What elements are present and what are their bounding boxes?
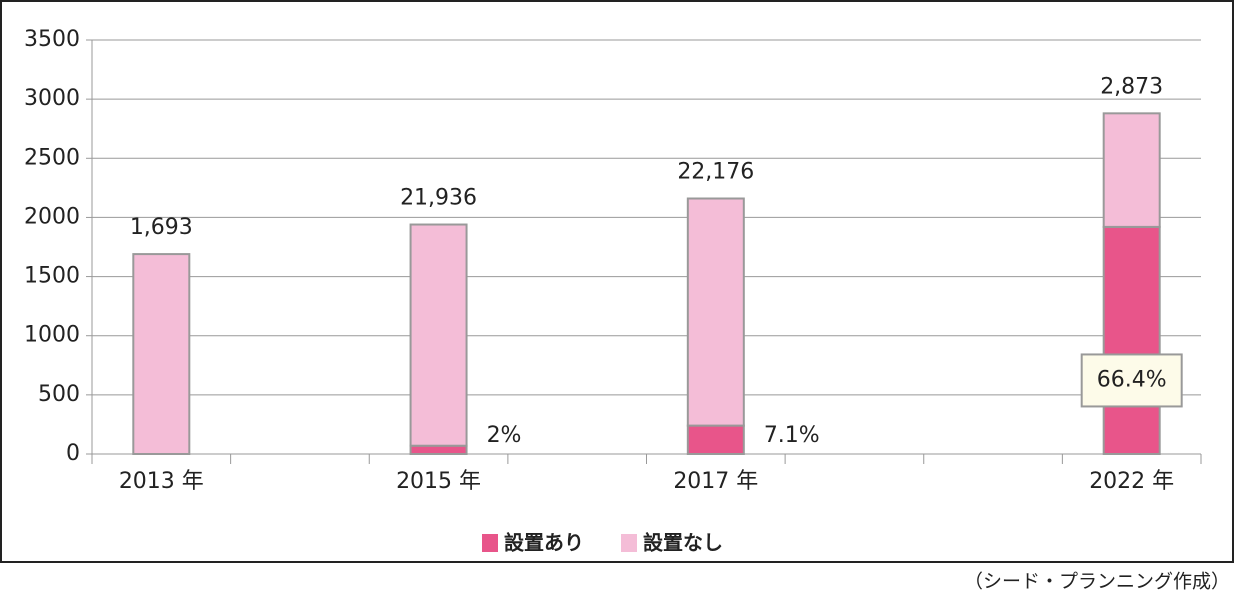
x-tick-label: 2022 年 — [1089, 469, 1174, 494]
y-tick-label: 2000 — [24, 204, 80, 229]
bar-segment — [1102, 225, 1161, 455]
bar-segment — [1102, 112, 1161, 228]
share-label-box — [1080, 353, 1183, 408]
legend-swatch — [482, 534, 498, 552]
total-label: 21,936 — [400, 186, 477, 211]
total-label: 1,693 — [130, 215, 193, 240]
total-label: 22,176 — [677, 160, 754, 185]
total-label: 2,873 — [1100, 74, 1163, 99]
x-tick-label: 2013 年 — [119, 469, 204, 494]
legend-label: 設置あり — [504, 531, 584, 555]
legend-label: 設置なし — [643, 531, 723, 555]
bar-segment — [409, 223, 468, 447]
bar-segment — [686, 197, 745, 427]
share-label: 66.4% — [1097, 367, 1167, 392]
share-label: 7.1% — [764, 423, 820, 448]
y-tick-label: 500 — [38, 382, 80, 407]
share-label: 2% — [487, 423, 522, 448]
y-tick-label: 3000 — [24, 86, 80, 111]
x-tick-label: 2015 年 — [396, 469, 481, 494]
chart-frame — [0, 0, 1234, 563]
bar-segment — [686, 424, 745, 455]
legend-swatch — [621, 534, 637, 552]
y-tick-label: 0 — [66, 441, 80, 466]
source-note: （シード・プランニング作成） — [964, 571, 1230, 593]
y-tick-label: 1000 — [24, 323, 80, 348]
y-tick-label: 2500 — [24, 145, 80, 170]
y-tick-label: 1500 — [24, 264, 80, 289]
y-tick-label: 3500 — [24, 27, 80, 52]
bar-segment — [132, 253, 191, 455]
bar-segment — [409, 444, 468, 456]
x-tick-label: 2017 年 — [673, 469, 758, 494]
